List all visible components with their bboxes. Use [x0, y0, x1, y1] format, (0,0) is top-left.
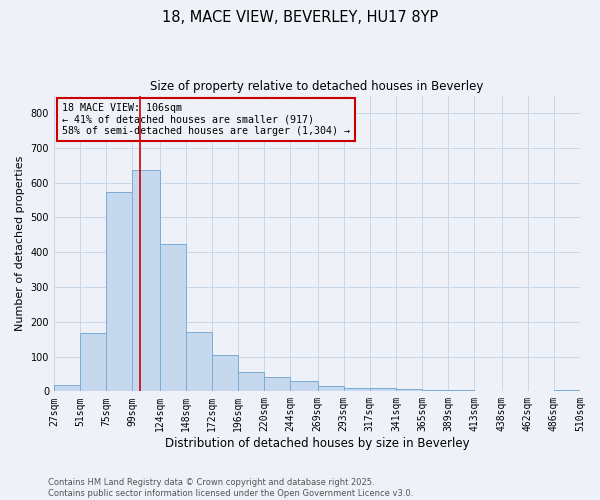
Bar [317, 386, 344, 392]
Bar [290, 380, 317, 392]
Title: Size of property relative to detached houses in Beverley: Size of property relative to detached ho… [150, 80, 484, 93]
Y-axis label: Number of detached properties: Number of detached properties [15, 156, 25, 331]
Bar [133, 170, 160, 392]
Bar [80, 333, 106, 392]
Bar [186, 332, 212, 392]
Bar [212, 355, 238, 392]
Bar [422, 390, 448, 392]
Bar [370, 388, 396, 392]
Text: 18, MACE VIEW, BEVERLEY, HU17 8YP: 18, MACE VIEW, BEVERLEY, HU17 8YP [162, 10, 438, 25]
Bar [238, 372, 264, 392]
Bar [344, 388, 370, 392]
Bar [264, 378, 290, 392]
Text: Contains HM Land Registry data © Crown copyright and database right 2025.
Contai: Contains HM Land Registry data © Crown c… [48, 478, 413, 498]
Bar [106, 192, 133, 392]
X-axis label: Distribution of detached houses by size in Beverley: Distribution of detached houses by size … [164, 437, 469, 450]
Bar [396, 389, 422, 392]
Bar [554, 390, 580, 392]
Text: 18 MACE VIEW: 106sqm
← 41% of detached houses are smaller (917)
58% of semi-deta: 18 MACE VIEW: 106sqm ← 41% of detached h… [62, 103, 350, 136]
Bar [160, 244, 186, 392]
Bar [448, 390, 475, 392]
Bar [54, 385, 80, 392]
